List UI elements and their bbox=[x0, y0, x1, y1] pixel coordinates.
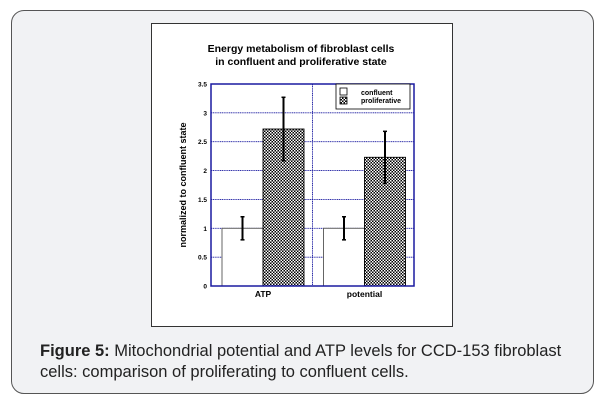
plot-area-border bbox=[210, 83, 415, 287]
legend-box bbox=[335, 83, 411, 110]
legend-label-confluent: confluent bbox=[361, 90, 393, 97]
y-tick-label: 3.5 bbox=[198, 82, 207, 89]
y-tick-label: 2.5 bbox=[198, 139, 207, 146]
y-tick-label: 3 bbox=[203, 110, 207, 117]
legend-swatch-confluent bbox=[339, 87, 348, 96]
y-tick-label: 0.5 bbox=[198, 255, 207, 262]
figure-caption: Figure 5: Mitochondrial potential and AT… bbox=[40, 341, 580, 383]
chart-title-line-2: in confluent and proliferative state bbox=[215, 56, 387, 68]
legend: confluent proliferative bbox=[335, 83, 411, 110]
y-tick-label: 1 bbox=[203, 226, 207, 233]
caption-label: Figure 5: bbox=[40, 342, 110, 360]
caption-text: Mitochondrial potential and ATP levels f… bbox=[40, 342, 562, 381]
legend-label-proliferative: proliferative bbox=[361, 98, 401, 105]
chart-title-line-1: Energy metabolism of fibroblast cells bbox=[208, 43, 395, 55]
x-tick-label: potential bbox=[347, 289, 382, 299]
y-tick-label: 0 bbox=[203, 284, 207, 291]
y-tick-label: 2 bbox=[203, 168, 207, 175]
x-tick-label: ATP bbox=[255, 289, 272, 299]
y-axis-label: normalized to confluent state bbox=[178, 122, 188, 247]
y-tick-label: 1.5 bbox=[198, 197, 207, 204]
legend-swatch-proliferative bbox=[339, 96, 348, 105]
